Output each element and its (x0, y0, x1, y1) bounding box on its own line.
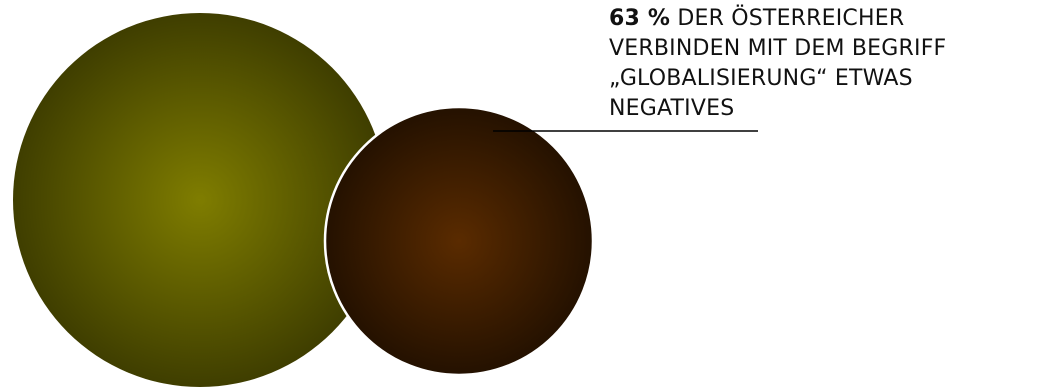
callout-caption: 63 % DER ÖSTERREICHER VERBINDEN MIT DEM … (609, 4, 1029, 124)
callout-line-1: 63 % DER ÖSTERREICHER (609, 4, 1029, 34)
callout-highlight: 63 % (609, 6, 671, 31)
callout-line-3: „GLOBALISIERUNG“ ETWAS (609, 66, 913, 91)
callout-line-4: NEGATIVES (609, 96, 735, 121)
callout-text-1: DER ÖSTERREICHER (677, 6, 905, 31)
large-circle (13, 13, 387, 387)
small-circle (323, 105, 595, 377)
callout-line-2: VERBINDEN MIT DEM BEGRIFF (609, 36, 947, 61)
